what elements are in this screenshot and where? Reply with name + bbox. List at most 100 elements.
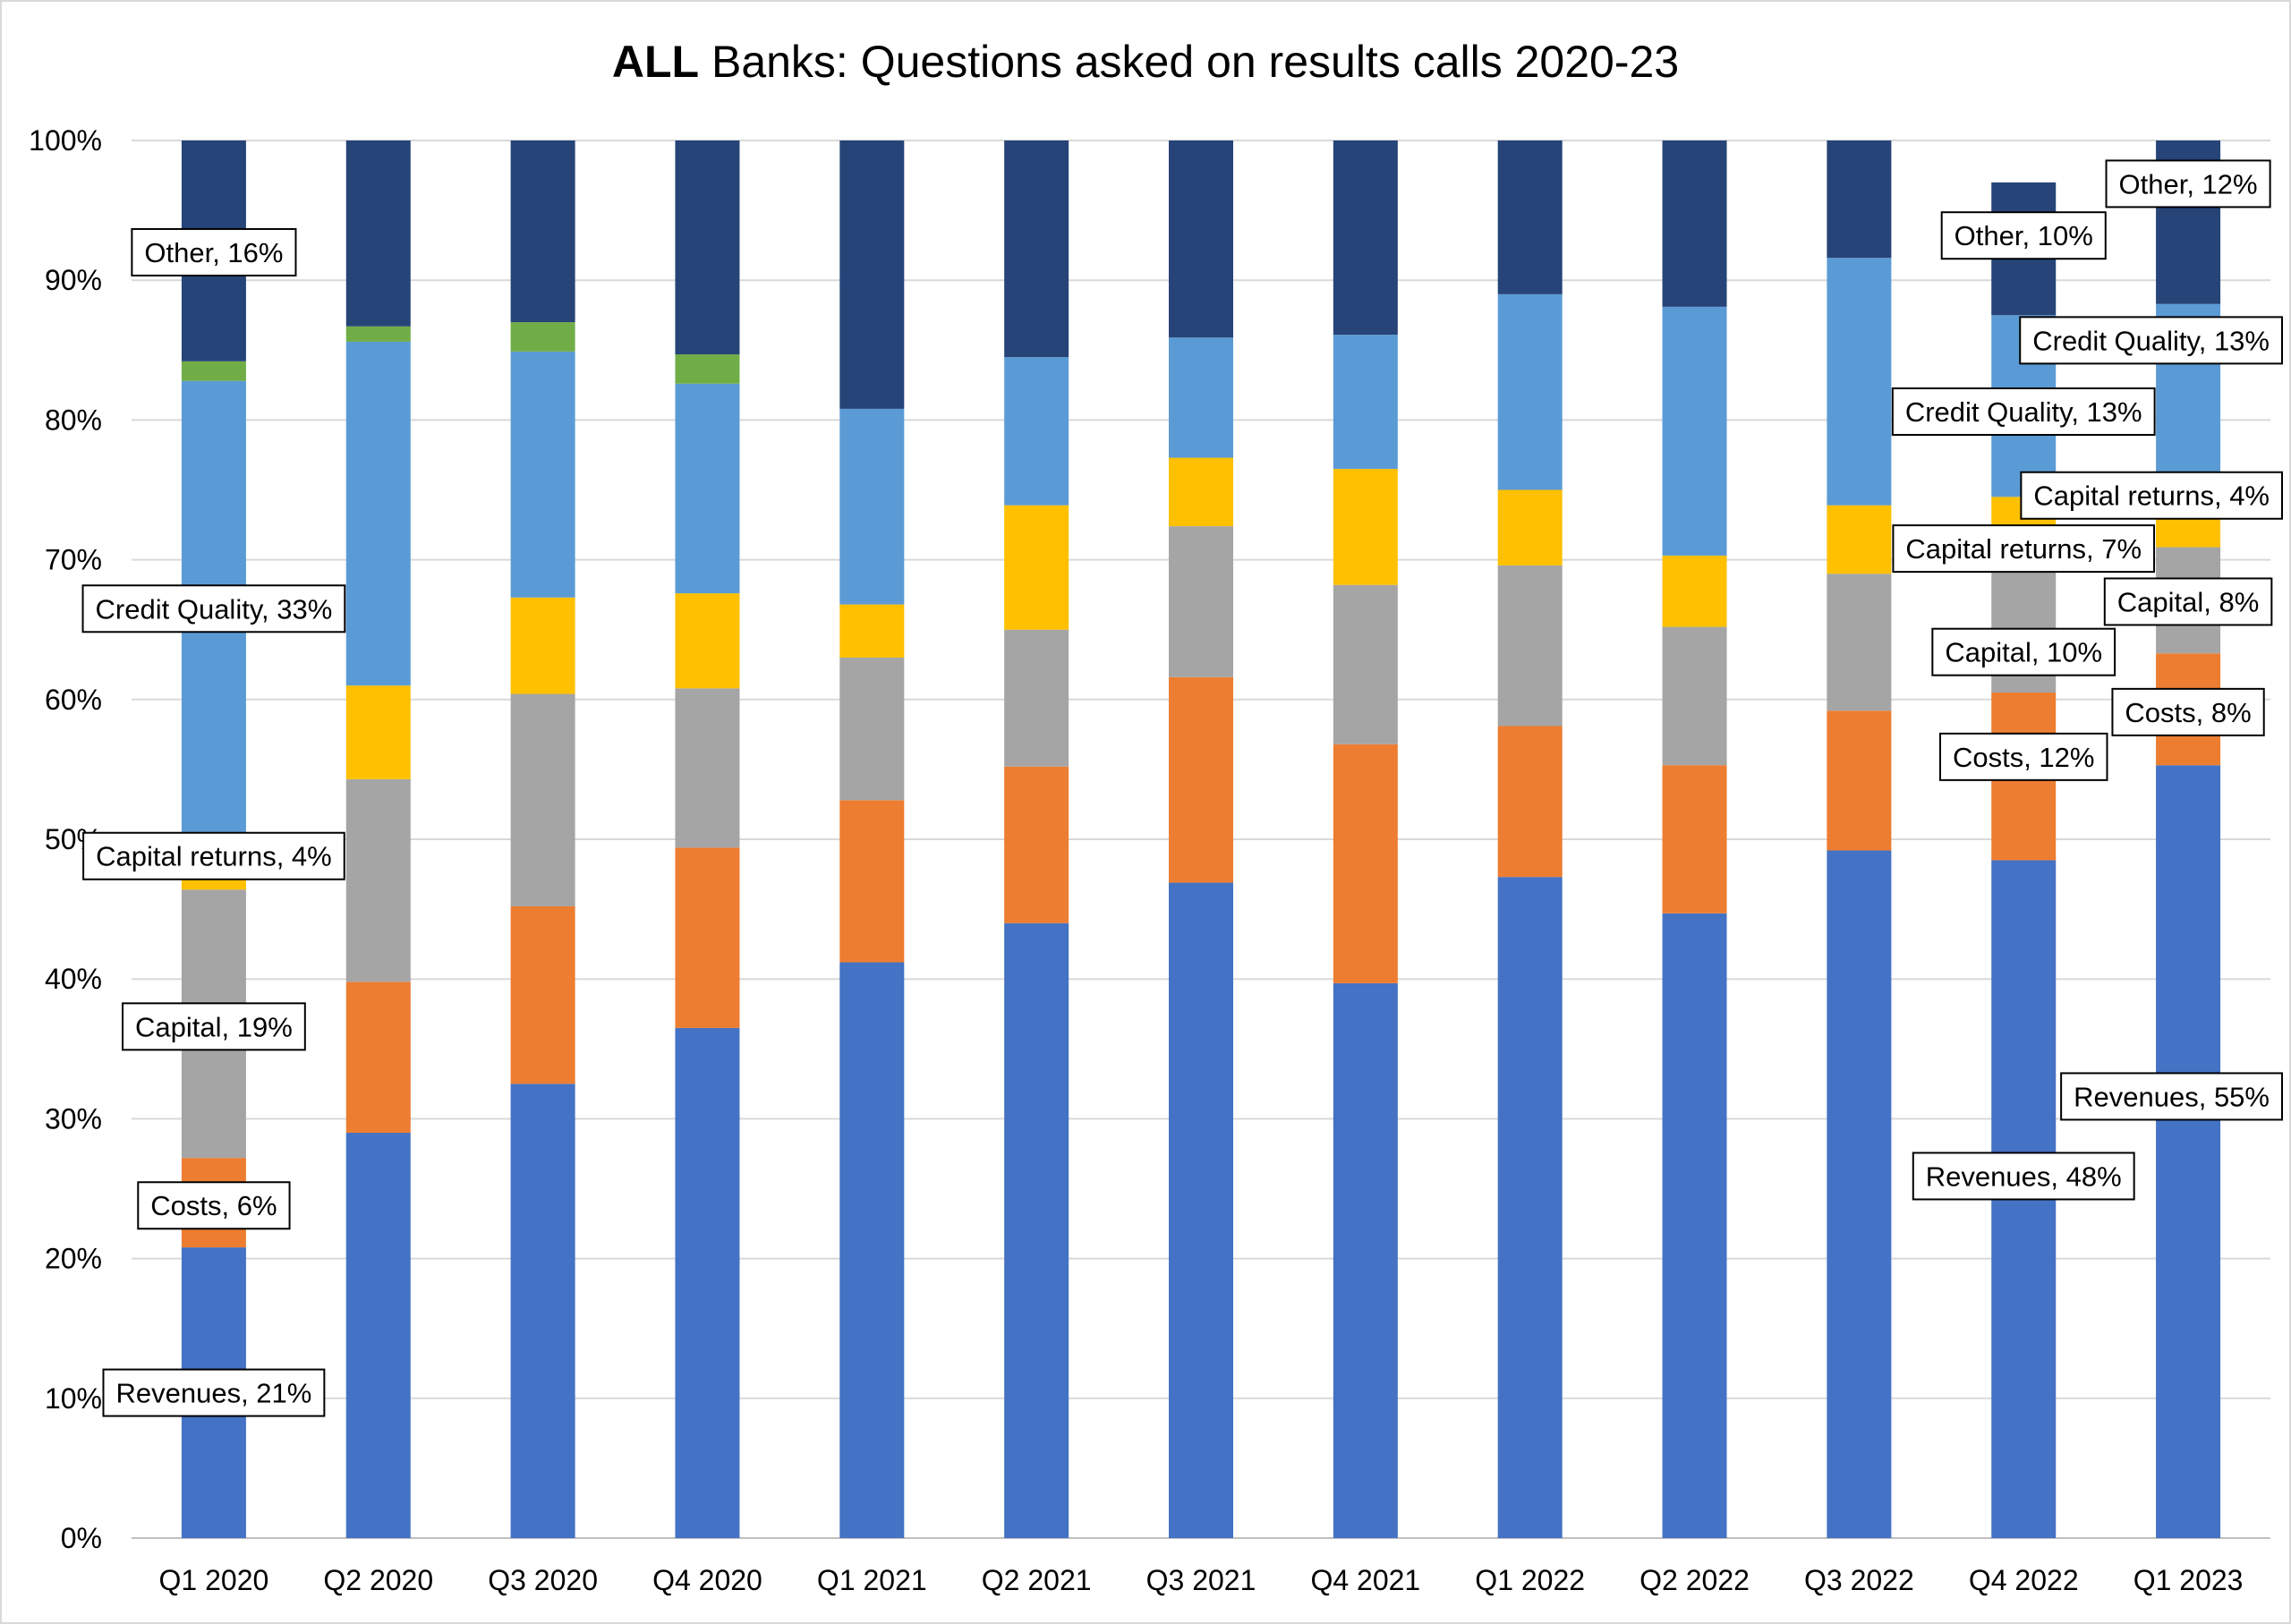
bar-segment-other-green bbox=[345, 326, 411, 342]
chart-title-bold: ALL bbox=[611, 37, 700, 87]
bar-segment-capital bbox=[1004, 629, 1069, 767]
bar-segment-capital-returns bbox=[1004, 505, 1069, 630]
bar-segment-costs bbox=[839, 800, 905, 963]
x-tick-label: Q1 2021 bbox=[817, 1564, 927, 1596]
bar-segment-other bbox=[839, 140, 905, 409]
bar-segment-capital bbox=[1662, 626, 1727, 766]
bar-segment-other bbox=[1662, 140, 1727, 307]
data-callout: Credit Quality, 13% bbox=[1891, 387, 2156, 437]
bar-segment-capital-returns bbox=[675, 593, 740, 689]
data-callout-label: Revenues, 48% bbox=[1926, 1161, 2122, 1192]
bar-segment-other bbox=[1169, 140, 1233, 338]
bar-segment-other-green bbox=[675, 353, 740, 384]
bar-segment-other bbox=[510, 140, 575, 323]
data-callout-box bbox=[1892, 524, 2156, 574]
x-tick-label: Q3 2021 bbox=[1146, 1564, 1256, 1596]
bar-segment-other bbox=[1333, 140, 1398, 336]
bar-segment-revenues bbox=[1662, 913, 1727, 1538]
x-tick-label: Q4 2021 bbox=[1310, 1564, 1420, 1596]
x-tick-label: Q4 2020 bbox=[652, 1564, 762, 1596]
data-callout: Revenues, 55% bbox=[2060, 1072, 2283, 1121]
data-callout-label: Credit Quality, 13% bbox=[1905, 396, 2142, 428]
y-tick-label: 0% bbox=[61, 1522, 102, 1554]
x-tick-label: Q1 2023 bbox=[2133, 1564, 2244, 1596]
data-callout-box bbox=[1940, 211, 2107, 260]
x-tick-label: Q1 2022 bbox=[1475, 1564, 1585, 1596]
bar-segment-capital-returns bbox=[1169, 457, 1233, 527]
data-callout: Capital returns, 4% bbox=[2020, 471, 2283, 520]
bar-segment-costs bbox=[1169, 676, 1233, 883]
bar-segment-capital bbox=[675, 688, 740, 848]
data-callout: Revenues, 48% bbox=[1912, 1152, 2135, 1201]
bar-segment-revenues bbox=[1333, 982, 1398, 1538]
data-callout-box bbox=[1891, 387, 2156, 437]
data-callouts: Other, 16% Credit Quality, 33% Capital ret… bbox=[81, 159, 2283, 1417]
bar-segment-capital bbox=[1333, 584, 1398, 744]
bar-segment-revenues bbox=[839, 962, 905, 1538]
data-callout-box bbox=[82, 831, 345, 880]
bar-segment-costs bbox=[1333, 744, 1398, 983]
data-callout-box bbox=[2105, 159, 2271, 208]
bar-segment-costs bbox=[1497, 726, 1563, 878]
bar-segment-capital-returns bbox=[839, 604, 905, 658]
data-callout: Other, 16% bbox=[131, 227, 297, 276]
data-callout: Credit Quality, 33% bbox=[81, 584, 346, 633]
data-callout: Capital, 19% bbox=[122, 1002, 306, 1051]
data-callout: Costs, 12% bbox=[1938, 732, 2108, 781]
y-tick-label: 90% bbox=[45, 264, 102, 296]
data-callout-label: Capital returns, 7% bbox=[1905, 533, 2142, 565]
bar-segment-other bbox=[1497, 140, 1563, 294]
y-tick-label: 60% bbox=[45, 684, 102, 716]
data-callout-box bbox=[122, 1002, 306, 1051]
bar-segment-revenues bbox=[1004, 923, 1069, 1538]
data-callout-label: Revenues, 21% bbox=[115, 1378, 311, 1409]
data-callout-label: Revenues, 55% bbox=[2074, 1081, 2270, 1112]
bar-segment-credit-quality bbox=[839, 408, 905, 605]
bar-segment-other-green bbox=[510, 322, 575, 352]
data-callout-label: Other, 12% bbox=[2119, 168, 2258, 200]
data-callout-label: Capital, 10% bbox=[1945, 637, 2102, 668]
data-callout-box bbox=[1938, 732, 2108, 781]
bar-segment-revenues bbox=[345, 1133, 411, 1538]
bar-segment-revenues bbox=[675, 1027, 740, 1538]
data-callout-box bbox=[1931, 627, 2116, 676]
bar-segment-costs bbox=[1827, 710, 1892, 851]
data-callout-label: Other, 16% bbox=[144, 237, 283, 268]
chart-title: ALL Banks: Questions asked on results ca… bbox=[2, 36, 2289, 88]
y-axis-tick-labels: 0%10%20%30%40%50%60%70%80%90%100% bbox=[29, 124, 102, 1554]
bar-segment-revenues bbox=[1827, 850, 1892, 1538]
data-callout-box bbox=[131, 227, 297, 276]
data-callout: Capital, 8% bbox=[2103, 577, 2273, 626]
data-callout-box bbox=[2020, 471, 2283, 520]
data-callout: Credit Quality, 13% bbox=[2019, 316, 2283, 365]
y-tick-label: 100% bbox=[29, 124, 102, 157]
bar-segment-costs bbox=[345, 982, 411, 1134]
bar-segment-credit-quality bbox=[1333, 335, 1398, 470]
x-tick-label: Q1 2020 bbox=[159, 1564, 269, 1596]
data-callout: Other, 12% bbox=[2105, 159, 2271, 208]
data-callout-label: Capital, 8% bbox=[2117, 586, 2260, 617]
data-callout-box bbox=[102, 1368, 326, 1417]
bar-segment-revenues bbox=[1497, 877, 1563, 1538]
bar-segment-other bbox=[1827, 140, 1892, 259]
bar-segment-capital bbox=[839, 657, 905, 801]
bar-segment-credit-quality bbox=[510, 351, 575, 598]
data-callout-label: Capital returns, 4% bbox=[96, 841, 332, 872]
x-tick-label: Q4 2022 bbox=[1969, 1564, 2079, 1596]
bar-segment-credit-quality bbox=[345, 341, 411, 686]
bar-segment-costs bbox=[1662, 765, 1727, 914]
data-callout-label: Costs, 6% bbox=[150, 1190, 277, 1221]
data-callout-box bbox=[2019, 316, 2283, 365]
y-tick-label: 80% bbox=[45, 404, 102, 436]
bar-segment-credit-quality bbox=[1827, 258, 1892, 506]
data-callout-box bbox=[2060, 1072, 2283, 1121]
x-tick-label: Q2 2020 bbox=[323, 1564, 433, 1596]
bar-segment-revenues bbox=[1169, 882, 1233, 1538]
bar-segment-credit-quality bbox=[1004, 357, 1069, 506]
x-axis-tick-labels: Q1 2020 Q2 2020 Q3 2020 Q4 2020 Q1 2021 Q2 20… bbox=[159, 1564, 2244, 1596]
data-callout-label: Capital, 19% bbox=[135, 1011, 293, 1042]
bar-segment-revenues bbox=[510, 1084, 575, 1538]
chart-title-rest: Banks: Questions asked on results calls … bbox=[699, 37, 1680, 87]
bar-segment-costs bbox=[510, 906, 575, 1084]
